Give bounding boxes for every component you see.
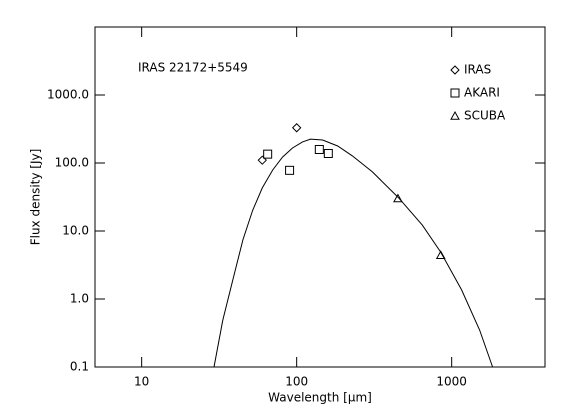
annotation: IRAS 22172+5549 <box>138 61 248 75</box>
data-point <box>323 148 333 158</box>
model-curve <box>213 138 494 368</box>
plot-frame <box>94 26 546 368</box>
legend-marker <box>450 88 460 98</box>
legend-marker <box>450 65 460 75</box>
legend-marker <box>450 110 460 120</box>
legend-label: IRAS <box>464 63 491 77</box>
legend-label: AKARI <box>464 86 500 100</box>
x-axis-label: Wavelength [μm] <box>268 391 372 405</box>
data-point <box>263 149 273 159</box>
y-tick-label: 1.0 <box>70 292 89 306</box>
x-tick-label: 1000 <box>436 375 467 389</box>
data-point <box>291 123 302 133</box>
y-tick-label: 1000.0 <box>47 88 89 102</box>
y-tick-label: 100.0 <box>55 156 89 170</box>
data-point <box>314 144 324 154</box>
data-point <box>285 165 295 175</box>
legend-label: SCUBA <box>464 109 506 123</box>
x-tick-label: 10 <box>134 375 149 389</box>
y-tick-label: 10.0 <box>62 224 89 238</box>
data-point <box>393 193 403 203</box>
x-tick-label: 100 <box>285 375 308 389</box>
y-axis-label: Flux density [Jy] <box>29 149 43 246</box>
y-tick-label: 0.1 <box>70 360 89 374</box>
data-point <box>257 155 267 165</box>
data-point <box>435 250 446 259</box>
